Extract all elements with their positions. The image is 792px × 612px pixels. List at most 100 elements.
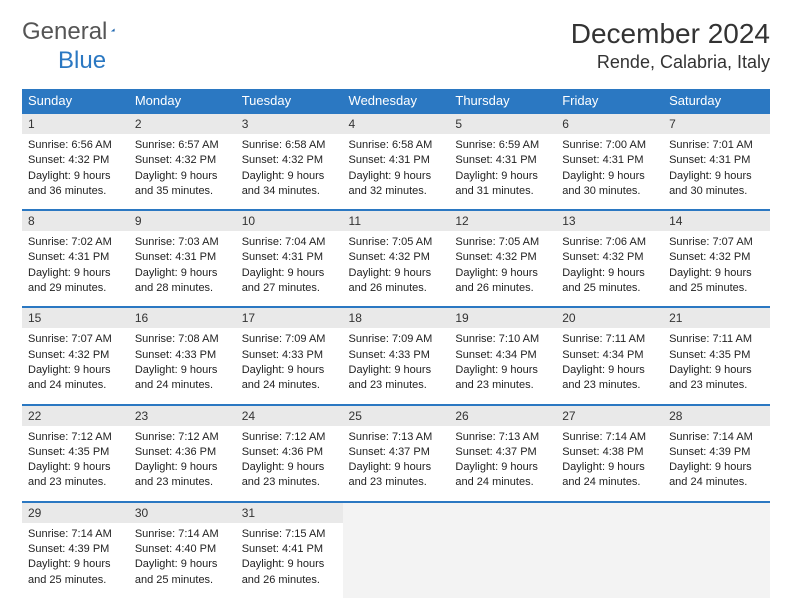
day-number-cell: 26 <box>449 405 556 426</box>
daylight-line2: and 24 minutes. <box>562 475 657 489</box>
sunset-text: Sunset: 4:40 PM <box>135 542 230 556</box>
sunset-text: Sunset: 4:34 PM <box>455 348 550 362</box>
day-number-cell: 7 <box>663 113 770 134</box>
day-number-cell: 4 <box>343 113 450 134</box>
day-number-cell: 25 <box>343 405 450 426</box>
daylight-line2: and 23 minutes. <box>562 378 657 392</box>
day-number-cell: 21 <box>663 307 770 328</box>
sunset-text: Sunset: 4:31 PM <box>669 153 764 167</box>
sunset-text: Sunset: 4:31 PM <box>28 250 123 264</box>
sunset-text: Sunset: 4:37 PM <box>455 445 550 459</box>
day-number-cell: 11 <box>343 210 450 231</box>
day-number-cell <box>449 502 556 523</box>
sunset-text: Sunset: 4:32 PM <box>669 250 764 264</box>
calendar-body: 1234567Sunrise: 6:56 AMSunset: 4:32 PMDa… <box>22 112 770 598</box>
day-data-cell: Sunrise: 7:12 AMSunset: 4:36 PMDaylight:… <box>129 426 236 502</box>
sunset-text: Sunset: 4:39 PM <box>669 445 764 459</box>
day-header-row: Sunday Monday Tuesday Wednesday Thursday… <box>22 89 770 112</box>
day-data-cell: Sunrise: 7:11 AMSunset: 4:35 PMDaylight:… <box>663 328 770 404</box>
daylight-line1: Daylight: 9 hours <box>669 169 764 183</box>
daylight-line2: and 23 minutes. <box>349 475 444 489</box>
sunset-text: Sunset: 4:34 PM <box>562 348 657 362</box>
daylight-line2: and 32 minutes. <box>349 184 444 198</box>
daylight-line1: Daylight: 9 hours <box>135 557 230 571</box>
sunrise-text: Sunrise: 7:03 AM <box>135 235 230 249</box>
day-number-cell: 12 <box>449 210 556 231</box>
day-data-cell: Sunrise: 7:08 AMSunset: 4:33 PMDaylight:… <box>129 328 236 404</box>
sunrise-text: Sunrise: 7:07 AM <box>669 235 764 249</box>
daylight-line2: and 26 minutes. <box>349 281 444 295</box>
daylight-line1: Daylight: 9 hours <box>349 169 444 183</box>
daylight-line1: Daylight: 9 hours <box>669 363 764 377</box>
sunrise-text: Sunrise: 7:02 AM <box>28 235 123 249</box>
sunset-text: Sunset: 4:37 PM <box>349 445 444 459</box>
daylight-line2: and 30 minutes. <box>669 184 764 198</box>
sunrise-text: Sunrise: 7:11 AM <box>562 332 657 346</box>
day-header: Wednesday <box>343 89 450 112</box>
day-number-cell: 29 <box>22 502 129 523</box>
daylight-line2: and 31 minutes. <box>455 184 550 198</box>
daylight-line2: and 25 minutes. <box>135 573 230 587</box>
day-data-row: Sunrise: 7:07 AMSunset: 4:32 PMDaylight:… <box>22 328 770 404</box>
day-header: Friday <box>556 89 663 112</box>
daylight-line1: Daylight: 9 hours <box>669 460 764 474</box>
day-data-cell: Sunrise: 7:07 AMSunset: 4:32 PMDaylight:… <box>22 328 129 404</box>
day-number-cell: 3 <box>236 113 343 134</box>
daylight-line1: Daylight: 9 hours <box>455 460 550 474</box>
sunset-text: Sunset: 4:33 PM <box>349 348 444 362</box>
day-data-cell: Sunrise: 7:04 AMSunset: 4:31 PMDaylight:… <box>236 231 343 307</box>
daylight-line2: and 26 minutes. <box>242 573 337 587</box>
day-data-cell: Sunrise: 7:06 AMSunset: 4:32 PMDaylight:… <box>556 231 663 307</box>
sunrise-text: Sunrise: 7:04 AM <box>242 235 337 249</box>
sunrise-text: Sunrise: 7:12 AM <box>28 430 123 444</box>
day-data-cell: Sunrise: 7:10 AMSunset: 4:34 PMDaylight:… <box>449 328 556 404</box>
sunrise-text: Sunrise: 7:09 AM <box>349 332 444 346</box>
day-data-cell: Sunrise: 7:13 AMSunset: 4:37 PMDaylight:… <box>343 426 450 502</box>
sunrise-text: Sunrise: 7:06 AM <box>562 235 657 249</box>
sunrise-text: Sunrise: 7:12 AM <box>135 430 230 444</box>
day-number-cell <box>343 502 450 523</box>
sunset-text: Sunset: 4:32 PM <box>28 153 123 167</box>
daylight-line2: and 25 minutes. <box>562 281 657 295</box>
day-number-cell: 27 <box>556 405 663 426</box>
day-data-cell: Sunrise: 7:12 AMSunset: 4:36 PMDaylight:… <box>236 426 343 502</box>
daylight-line2: and 23 minutes. <box>242 475 337 489</box>
day-data-cell <box>556 523 663 598</box>
daylight-line1: Daylight: 9 hours <box>28 266 123 280</box>
sunrise-text: Sunrise: 7:00 AM <box>562 138 657 152</box>
day-data-cell: Sunrise: 7:14 AMSunset: 4:39 PMDaylight:… <box>22 523 129 598</box>
daylight-line1: Daylight: 9 hours <box>242 363 337 377</box>
day-data-row: Sunrise: 7:02 AMSunset: 4:31 PMDaylight:… <box>22 231 770 307</box>
day-number-cell: 17 <box>236 307 343 328</box>
sunrise-text: Sunrise: 7:13 AM <box>349 430 444 444</box>
daylight-line1: Daylight: 9 hours <box>135 363 230 377</box>
sunset-text: Sunset: 4:41 PM <box>242 542 337 556</box>
day-header: Saturday <box>663 89 770 112</box>
day-number-row: 22232425262728 <box>22 405 770 426</box>
day-number-cell: 2 <box>129 113 236 134</box>
day-data-cell: Sunrise: 7:14 AMSunset: 4:39 PMDaylight:… <box>663 426 770 502</box>
day-data-cell: Sunrise: 6:58 AMSunset: 4:31 PMDaylight:… <box>343 134 450 210</box>
sunset-text: Sunset: 4:32 PM <box>135 153 230 167</box>
day-data-cell: Sunrise: 7:01 AMSunset: 4:31 PMDaylight:… <box>663 134 770 210</box>
day-data-cell: Sunrise: 7:12 AMSunset: 4:35 PMDaylight:… <box>22 426 129 502</box>
day-number-cell: 6 <box>556 113 663 134</box>
day-number-row: 891011121314 <box>22 210 770 231</box>
day-data-cell: Sunrise: 7:09 AMSunset: 4:33 PMDaylight:… <box>236 328 343 404</box>
day-data-cell: Sunrise: 7:13 AMSunset: 4:37 PMDaylight:… <box>449 426 556 502</box>
daylight-line1: Daylight: 9 hours <box>562 363 657 377</box>
daylight-line2: and 24 minutes. <box>669 475 764 489</box>
sunset-text: Sunset: 4:31 PM <box>135 250 230 264</box>
sunrise-text: Sunrise: 7:12 AM <box>242 430 337 444</box>
day-number-cell: 16 <box>129 307 236 328</box>
daylight-line2: and 35 minutes. <box>135 184 230 198</box>
daylight-line1: Daylight: 9 hours <box>242 460 337 474</box>
sunset-text: Sunset: 4:33 PM <box>242 348 337 362</box>
daylight-line2: and 28 minutes. <box>135 281 230 295</box>
day-number-cell: 10 <box>236 210 343 231</box>
sunrise-text: Sunrise: 6:56 AM <box>28 138 123 152</box>
day-header: Monday <box>129 89 236 112</box>
day-data-cell: Sunrise: 6:58 AMSunset: 4:32 PMDaylight:… <box>236 134 343 210</box>
day-number-cell: 15 <box>22 307 129 328</box>
day-data-cell: Sunrise: 7:07 AMSunset: 4:32 PMDaylight:… <box>663 231 770 307</box>
